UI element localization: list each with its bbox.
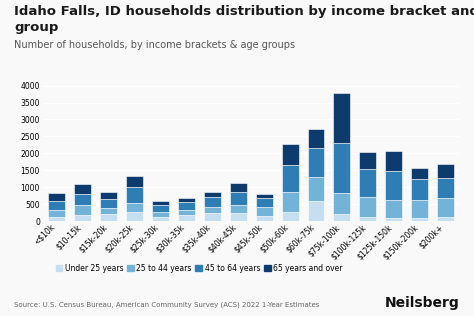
Bar [282, 143, 299, 165]
Bar [152, 201, 169, 205]
Text: Idaho Falls, ID households distribution by income bracket and age: Idaho Falls, ID households distribution … [14, 5, 474, 18]
Bar [126, 203, 143, 212]
Bar [256, 207, 273, 216]
Bar [74, 216, 91, 221]
Bar [437, 164, 454, 178]
Bar [437, 178, 454, 198]
Bar [74, 194, 91, 205]
Bar [385, 218, 402, 221]
Bar [256, 216, 273, 221]
Bar [230, 192, 246, 204]
Legend: Under 25 years, 25 to 44 years, 45 to 64 years, 65 years and over: Under 25 years, 25 to 44 years, 45 to 64… [53, 261, 346, 276]
Bar [359, 197, 376, 217]
Bar [100, 199, 117, 208]
Bar [411, 218, 428, 221]
Bar [411, 168, 428, 179]
Bar [282, 212, 299, 221]
Bar [126, 176, 143, 187]
Bar [100, 215, 117, 221]
Bar [204, 198, 221, 207]
Bar [308, 201, 324, 221]
Text: Number of households, by income brackets & age groups: Number of households, by income brackets… [14, 40, 295, 50]
Bar [282, 165, 299, 192]
Bar [74, 205, 91, 216]
Bar [411, 179, 428, 200]
Bar [204, 207, 221, 213]
Bar [230, 183, 246, 192]
Bar [334, 93, 350, 143]
Bar [359, 169, 376, 197]
Bar [178, 210, 195, 216]
Bar [256, 198, 273, 207]
Bar [437, 217, 454, 221]
Bar [74, 184, 91, 194]
Bar [385, 171, 402, 200]
Bar [204, 192, 221, 198]
Bar [204, 213, 221, 221]
Bar [282, 192, 299, 212]
Bar [48, 201, 65, 210]
Bar [437, 198, 454, 217]
Bar [359, 217, 376, 221]
Bar [334, 193, 350, 214]
Bar [334, 143, 350, 193]
Bar [256, 194, 273, 198]
Bar [178, 216, 195, 221]
Bar [100, 192, 117, 199]
Bar [126, 187, 143, 203]
Bar [48, 210, 65, 217]
Bar [48, 217, 65, 221]
Bar [385, 151, 402, 171]
Bar [230, 204, 246, 213]
Bar [152, 205, 169, 212]
Bar [385, 200, 402, 218]
Text: Neilsberg: Neilsberg [385, 296, 460, 310]
Bar [100, 208, 117, 215]
Bar [308, 178, 324, 201]
Bar [230, 213, 246, 221]
Bar [359, 152, 376, 169]
Bar [152, 217, 169, 221]
Bar [308, 129, 324, 148]
Text: group: group [14, 21, 59, 33]
Bar [334, 214, 350, 221]
Bar [308, 148, 324, 178]
Bar [152, 212, 169, 217]
Bar [126, 212, 143, 221]
Bar [411, 200, 428, 218]
Bar [178, 202, 195, 210]
Text: Source: U.S. Census Bureau, American Community Survey (ACS) 2022 1-Year Estimate: Source: U.S. Census Bureau, American Com… [14, 301, 319, 308]
Bar [178, 198, 195, 202]
Bar [48, 193, 65, 201]
